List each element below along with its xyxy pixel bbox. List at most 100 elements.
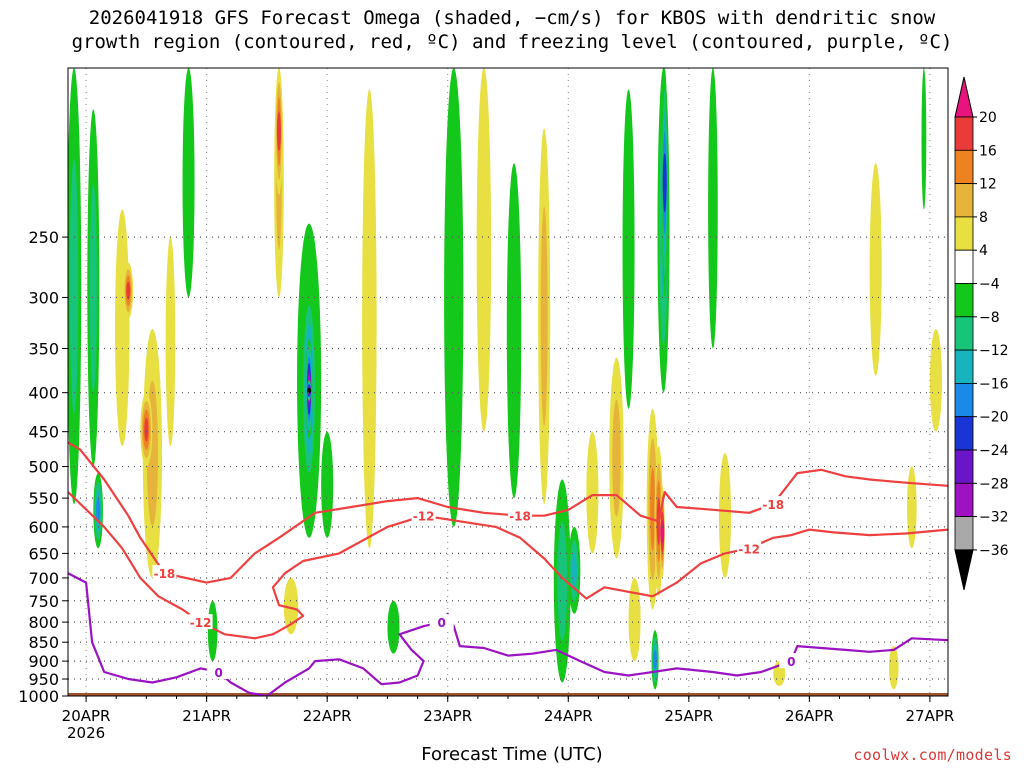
omega-cell-22-0 [506, 163, 522, 499]
x-tick-label: 24APR [544, 707, 593, 725]
colorbar-label: 8 [979, 210, 988, 226]
colorbar-label: 12 [979, 177, 997, 193]
y-tick-label: 1000 [18, 687, 59, 706]
colorbar-segment [954, 449, 974, 484]
dgz-contour-label: -18 [154, 567, 176, 581]
dgz-label-bg [761, 496, 786, 512]
freezing-label-bg [779, 653, 804, 669]
omega-cell-27-1 [612, 399, 621, 517]
x-tick-label: 23APR [423, 707, 472, 725]
colorbar-label: −20 [979, 410, 1009, 426]
omega-cell-40-0 [907, 466, 917, 549]
freezing-label-bg [429, 614, 454, 630]
omega-cell-34-4 [662, 152, 667, 213]
colorbar-segment [954, 382, 974, 418]
y-tick-label: 350 [28, 339, 59, 358]
dgz-contour-label: -12 [413, 510, 435, 524]
omega-cell-6-3 [144, 417, 149, 442]
freezing-label-bg [206, 663, 231, 679]
omega-cell-21-0 [476, 68, 492, 432]
colorbar-segment [954, 482, 974, 517]
colorbar-label: −16 [979, 376, 1009, 392]
omega-cell-3-0 [115, 209, 130, 447]
x-tick-label: 20APR [62, 707, 111, 725]
omega-cell-42-0 [921, 68, 927, 210]
omega-cell-28-0 [622, 89, 635, 409]
y-tick-label: 900 [28, 652, 59, 671]
dgz-contour-label: -12 [190, 616, 212, 630]
chart-title-line-2: growth region (contoured, red, ºC) and f… [71, 31, 953, 53]
omega-cell-18-0 [362, 89, 377, 549]
omega-cell-8-0 [182, 68, 195, 298]
colorbar-label: −24 [979, 443, 1009, 459]
colorbar-label: 4 [979, 243, 988, 259]
colorbar-segment [954, 183, 974, 218]
y-tick-label: 700 [28, 569, 59, 588]
colorbar-segment [954, 283, 974, 318]
omega-cell-35-3 [653, 650, 658, 670]
omega-cell-29-0 [628, 577, 641, 662]
y-tick-label: 550 [28, 489, 59, 508]
omega-cell-32-4 [660, 519, 665, 544]
ground-layer [68, 693, 948, 696]
omega-cell-30-2 [650, 467, 656, 551]
omega-cell-23-1 [540, 206, 548, 426]
colorbar-label: −28 [979, 476, 1009, 492]
omega-cell-36-0 [708, 68, 718, 349]
y-tick-label: 800 [28, 613, 59, 632]
dgz-contour-0 [68, 491, 948, 640]
contour-layer: -12 -12 -12 -18 -18 -18 0 0 0 [68, 441, 948, 696]
x-tick-label: 22APR [303, 707, 352, 725]
dgz-label-bg [411, 507, 436, 523]
colorbar-segment [954, 416, 974, 451]
colorbar-label: −4 [979, 277, 1000, 293]
omega-cell-39-0 [869, 163, 882, 376]
colorbar-top-arrow [954, 76, 974, 118]
x-tick-label: 26APR [785, 707, 834, 725]
ground-strip [68, 693, 948, 696]
site-credit: coolwx.com/models [853, 746, 1012, 764]
colorbar-segment [954, 516, 974, 551]
y-tick-label: 300 [28, 288, 59, 307]
colorbar-segment [954, 116, 974, 151]
y-tick-label: 850 [28, 633, 59, 652]
x-axis-title: Forecast Time (UTC) [421, 744, 603, 765]
freezing-contour-label: 0 [215, 666, 223, 680]
colorbar-label: −8 [979, 310, 1000, 326]
omega-cell-0-1 [69, 158, 79, 414]
dgz-contour-label: -18 [509, 510, 531, 524]
y-tick-label: 950 [28, 670, 59, 689]
omega-cell-25-2 [571, 552, 577, 589]
omega-shading-layer [68, 68, 942, 690]
omega-cell-11-3 [276, 111, 281, 152]
dgz-label-bg [152, 565, 177, 581]
dgz-label-bg [508, 507, 533, 523]
omega-cell-17-0 [321, 431, 334, 538]
chart-title-line-1: 2026041918 GFS Forecast Omega (shaded, −… [88, 7, 936, 29]
colorbar-segment [954, 349, 974, 384]
colorbar-segment [954, 149, 974, 185]
y-axis: 2503003504004505005506006507007508008509… [18, 228, 68, 706]
colorbar-label: −32 [979, 510, 1009, 526]
omega-cell-41-0 [888, 646, 899, 690]
y-tick-label: 500 [28, 458, 59, 477]
freezing-contour-label: 0 [787, 655, 795, 669]
omega-cell-37-0 [718, 453, 732, 578]
omega-cell-16-0 [283, 577, 299, 635]
colorbar-label: 16 [979, 143, 997, 159]
freezing-contour-label: 0 [438, 616, 446, 630]
x-tick-label: 27APR [906, 707, 955, 725]
colorbar-segment [954, 316, 974, 351]
y-tick-label: 600 [28, 518, 59, 537]
omega-cell-1-1 [89, 183, 97, 393]
omega-cell-7-0 [165, 237, 176, 447]
dgz-contour-label: -12 [738, 542, 760, 556]
omega-cell-15-8 [307, 387, 312, 394]
colorbar-segment [954, 249, 974, 284]
omega-cell-4-3 [126, 281, 131, 300]
omega-cell-26-0 [586, 431, 599, 554]
dgz-contour-1 [68, 441, 948, 584]
x-tick-sublabel: 2026 [67, 724, 105, 742]
